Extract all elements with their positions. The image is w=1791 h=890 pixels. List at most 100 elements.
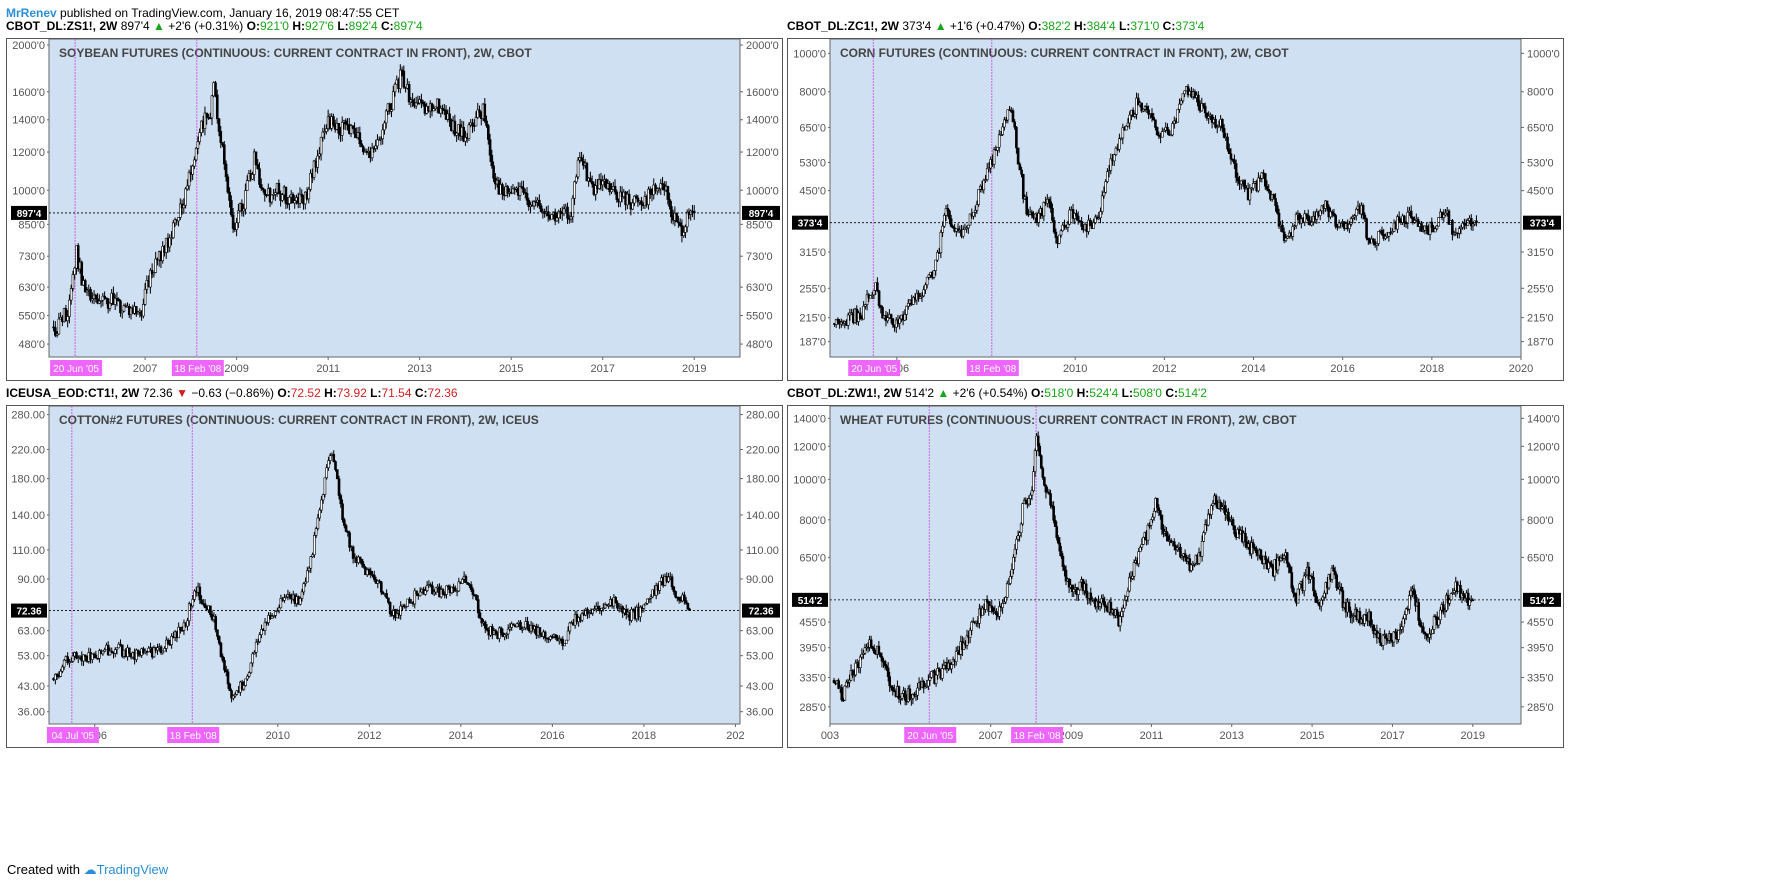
candle-body bbox=[224, 669, 228, 673]
candle-body bbox=[1021, 174, 1025, 200]
candle-body bbox=[1369, 611, 1373, 626]
candle-body bbox=[580, 612, 584, 621]
candle-body bbox=[995, 610, 998, 616]
candle-body bbox=[1303, 213, 1307, 223]
candle-body bbox=[1063, 566, 1066, 571]
candle-body bbox=[246, 675, 249, 680]
candle-body bbox=[1161, 131, 1164, 138]
candle-body bbox=[1080, 221, 1083, 227]
candle-body bbox=[161, 246, 164, 262]
candle-body bbox=[1061, 556, 1065, 567]
candle-body bbox=[1154, 119, 1157, 128]
candle-body bbox=[1002, 601, 1006, 604]
candle-body bbox=[279, 598, 283, 609]
candle-body bbox=[448, 113, 451, 121]
candle-body bbox=[471, 122, 474, 126]
candle-body bbox=[431, 585, 434, 595]
candle-body bbox=[670, 576, 674, 588]
candle-body bbox=[156, 647, 159, 651]
last-price-label-right-bg bbox=[1523, 592, 1561, 607]
candle-body bbox=[99, 300, 103, 302]
candle-body bbox=[374, 145, 377, 149]
low-value: 892'4 bbox=[348, 19, 378, 33]
candle-body bbox=[1444, 212, 1447, 216]
candle-body bbox=[998, 606, 1001, 617]
y-tick-label-left: 1400'0 bbox=[12, 115, 45, 127]
candle-body bbox=[870, 294, 874, 297]
candle-body bbox=[103, 295, 106, 299]
candle-body bbox=[872, 290, 876, 296]
candle-body bbox=[1420, 223, 1423, 232]
candle-body bbox=[348, 532, 351, 548]
chart-svg[interactable]: WHEAT FUTURES (CONTINUOUS: CURRENT CONTR… bbox=[788, 406, 1563, 747]
candle-body bbox=[1203, 524, 1207, 533]
candle-body bbox=[608, 183, 612, 193]
candle-body bbox=[1149, 519, 1153, 526]
chart-area[interactable]: SOYBEAN FUTURES (CONTINUOUS: CURRENT CON… bbox=[6, 38, 783, 381]
candle-body bbox=[441, 107, 444, 110]
tradingview-link[interactable]: TradingView bbox=[96, 862, 169, 877]
candle-body bbox=[1294, 213, 1298, 227]
author-link[interactable]: MrRenev bbox=[6, 6, 57, 20]
candle-body bbox=[985, 167, 989, 180]
candle-body bbox=[1131, 575, 1134, 579]
y-tick-label-right: 255'0 bbox=[1527, 283, 1554, 295]
candle-body bbox=[1431, 629, 1434, 634]
symbol-name[interactable]: CBOT_DL:ZS1!, 2W bbox=[6, 19, 118, 33]
candle-body bbox=[117, 643, 121, 649]
candle-body bbox=[1335, 574, 1338, 589]
candle-body bbox=[1077, 589, 1080, 595]
candle-body bbox=[492, 165, 495, 179]
candle-body bbox=[434, 106, 437, 109]
candle-body bbox=[1038, 445, 1042, 456]
chart-area[interactable]: WHEAT FUTURES (CONTINUOUS: CURRENT CONTR… bbox=[787, 405, 1564, 748]
candle-body bbox=[240, 203, 244, 212]
y-tick-label-right: 53.00 bbox=[746, 651, 774, 663]
chart-area[interactable]: COTTON#2 FUTURES (CONTINUOUS: CURRENT CO… bbox=[6, 405, 783, 748]
candle-body bbox=[387, 597, 390, 603]
candle-body bbox=[968, 213, 972, 226]
candle-body bbox=[1461, 222, 1464, 228]
candle-body bbox=[897, 686, 901, 700]
symbol-name[interactable]: CBOT_DL:ZC1!, 2W bbox=[787, 19, 899, 33]
candle-body bbox=[378, 580, 381, 583]
candle-body bbox=[452, 586, 455, 589]
candle-body bbox=[193, 159, 196, 167]
symbol-name[interactable]: CBOT_DL:ZW1!, 2W bbox=[787, 386, 902, 400]
candle-body bbox=[1334, 215, 1337, 227]
candle-body bbox=[454, 587, 457, 592]
candle-body bbox=[538, 199, 541, 207]
candle-body bbox=[1459, 226, 1463, 229]
candle-body bbox=[1142, 537, 1145, 545]
candle-body bbox=[1137, 551, 1141, 565]
candle-body bbox=[420, 99, 423, 103]
candle-body bbox=[385, 593, 388, 599]
candle-body bbox=[586, 608, 589, 615]
candle-body bbox=[1443, 609, 1447, 612]
chart-area[interactable]: CORN FUTURES (CONTINUOUS: CURRENT CONTRA… bbox=[787, 38, 1564, 381]
candle-body bbox=[886, 667, 890, 677]
candle-body bbox=[421, 101, 425, 105]
candle-body bbox=[546, 211, 550, 217]
symbol-name[interactable]: ICEUSA_EOD:CT1!, 2W bbox=[6, 386, 140, 400]
candle-body bbox=[1330, 567, 1334, 580]
candle-body bbox=[1254, 547, 1258, 553]
candle-body bbox=[1131, 109, 1135, 117]
candle-body bbox=[910, 698, 913, 700]
tradingview-logo-icon[interactable]: ☁ bbox=[83, 862, 97, 877]
candle-body bbox=[434, 587, 438, 593]
chart-svg[interactable]: COTTON#2 FUTURES (CONTINUOUS: CURRENT CO… bbox=[7, 406, 782, 747]
candle-body bbox=[930, 671, 933, 678]
candle-body bbox=[103, 649, 106, 652]
last-price-label-left: 514'2 bbox=[798, 596, 823, 607]
candle-body bbox=[325, 128, 328, 132]
chart-svg[interactable]: CORN FUTURES (CONTINUOUS: CURRENT CONTRA… bbox=[788, 39, 1563, 380]
candle-body bbox=[1354, 209, 1358, 216]
candle-body bbox=[221, 656, 225, 661]
time-marker-label-bg bbox=[848, 360, 901, 376]
candle-body bbox=[950, 664, 953, 670]
candle-body bbox=[196, 141, 200, 149]
chart-svg[interactable]: SOYBEAN FUTURES (CONTINUOUS: CURRENT CON… bbox=[7, 39, 782, 380]
candle-body bbox=[71, 655, 75, 662]
candle-body bbox=[1106, 171, 1109, 182]
